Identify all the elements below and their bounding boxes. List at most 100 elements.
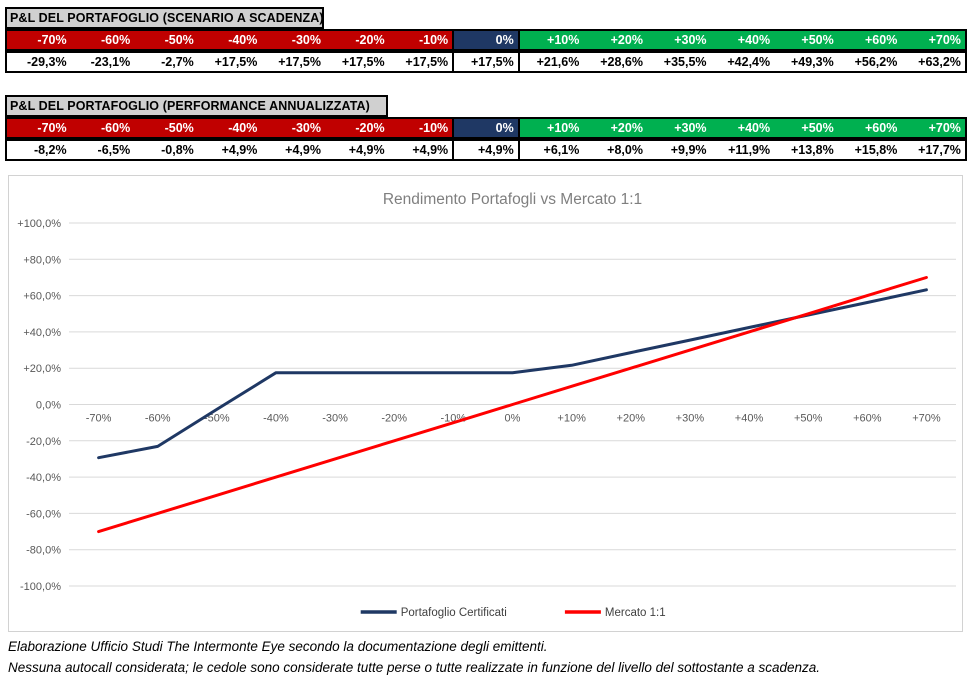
value-cell: +28,6% [583,53,647,71]
value-cell: +4,9% [324,141,389,159]
y-axis-tick-label: -100,0% [20,581,61,593]
header-cell: +50% [774,31,838,49]
y-axis-tick-label: +20,0% [23,363,61,375]
header-cell: +60% [837,31,902,49]
header-cell: -30% [261,31,325,49]
value-cell: +4,9% [197,141,262,159]
value-cell: +8,0% [583,141,647,159]
value-cell: +21,6% [519,53,584,71]
header-cell: -50% [134,119,198,137]
value-cell: +15,8% [837,141,902,159]
chart-title: Rendimento Portafogli vs Mercato 1:1 [383,191,642,208]
value-cell: +56,2% [837,53,902,71]
value-cell: +42,4% [710,53,775,71]
value-cell: +17,5% [452,53,520,71]
value-cell: -29,3% [7,53,71,71]
table-title-scadenza: P&L DEL PORTAFOGLIO (SCENARIO A SCADENZA… [5,7,324,29]
value-cell: +4,9% [261,141,325,159]
header-cell: +40% [710,119,775,137]
y-axis-tick-label: +40,0% [23,327,61,339]
value-row-scadenza: -29,3% -23,1% -2,7% +17,5% +17,5% +17,5% +17,5… [5,51,967,73]
value-cell: +17,5% [261,53,325,71]
x-axis-tick-label: 0% [505,413,521,425]
header-cell: -10% [388,31,453,49]
x-axis-tick-label: -40% [263,413,289,425]
value-cell: +13,8% [774,141,838,159]
header-cell: +70% [901,119,965,137]
y-axis-tick-label: -60,0% [26,508,61,520]
line-chart: +100,0% +80,0% +60,0% +40,0% +20,0% 0,0% -20,0… [8,175,963,632]
header-cell: +10% [519,119,584,137]
legend-label-portafoglio-certificati: Portafoglio Certificati [401,607,507,619]
header-cell: -40% [197,119,262,137]
value-cell: +17,5% [324,53,389,71]
y-axis-tick-label: +80,0% [23,254,61,266]
header-cell: -10% [388,119,453,137]
value-cell: -8,2% [7,141,71,159]
footer-note-1: Elaborazione Ufficio Studi The Intermont… [8,639,548,654]
pnl-table-annualizzata: P&L DEL PORTAFOGLIO (PERFORMANCE ANNUALI… [5,95,967,161]
value-cell: -0,8% [134,141,198,159]
value-cell: +17,5% [197,53,262,71]
header-cell: -60% [70,31,135,49]
x-axis-tick-label: +30% [676,413,705,425]
header-row-scadenza: -70% -60% -50% -40% -30% -20% -10% 0% +10% +20% +3… [5,29,967,51]
header-cell: -20% [324,119,389,137]
header-cell: +40% [710,31,775,49]
value-cell: +6,1% [519,141,584,159]
pnl-table-scadenza: P&L DEL PORTAFOGLIO (SCENARIO A SCADENZA… [5,7,967,73]
x-axis-tick-label: +50% [794,413,823,425]
value-cell: +4,9% [388,141,453,159]
x-axis-tick-label: +20% [617,413,646,425]
y-axis-tick-label: -80,0% [26,545,61,557]
x-axis-tick-label: -20% [381,413,407,425]
value-cell: +11,9% [710,141,775,159]
x-axis-tick-label: -60% [145,413,171,425]
value-cell: +17,7% [901,141,965,159]
value-cell: +63,2% [901,53,965,71]
x-axis-tick-label: -70% [86,413,112,425]
header-cell: +30% [646,119,711,137]
header-cell: -70% [7,31,71,49]
series-line-mercato-1-1 [97,276,928,534]
value-cell: +49,3% [774,53,838,71]
header-cell: +20% [583,119,647,137]
x-axis-tick-label: +40% [735,413,764,425]
header-cell: -20% [324,31,389,49]
header-cell: +10% [519,31,584,49]
value-cell: +17,5% [388,53,453,71]
header-cell: +70% [901,31,965,49]
header-cell: +60% [837,119,902,137]
header-cell: +30% [646,31,711,49]
header-cell: -40% [197,31,262,49]
table-title-annualizzata: P&L DEL PORTAFOGLIO (PERFORMANCE ANNUALI… [5,95,388,117]
header-cell: 0% [452,31,520,49]
x-axis-tick-label: +60% [853,413,882,425]
x-axis-tick-label: -30% [322,413,348,425]
value-cell: -6,5% [70,141,135,159]
header-row-annualizzata: -70% -60% -50% -40% -30% -20% -10% 0% +10% +20% +3… [5,117,967,139]
chart-svg: +100,0% +80,0% +60,0% +40,0% +20,0% 0,0% -20,0… [17,191,956,619]
value-cell: +35,5% [646,53,711,71]
x-axis-tick-label: -50% [204,413,230,425]
legend-label-mercato-1-1: Mercato 1:1 [605,607,666,619]
header-cell: +20% [583,31,647,49]
header-cell: +50% [774,119,838,137]
header-cell: -30% [261,119,325,137]
y-axis-tick-label: -20,0% [26,436,61,448]
y-axis-tick-label: -40,0% [26,472,61,484]
x-axis-tick-label: +10% [557,413,586,425]
value-cell: +9,9% [646,141,711,159]
value-cell: -23,1% [70,53,135,71]
footer-note-2: Nessuna autocall considerata; le cedole … [8,660,821,675]
header-cell: -60% [70,119,135,137]
x-axis-tick-label: +70% [912,413,941,425]
value-cell: -2,7% [134,53,198,71]
y-axis-tick-label: +60,0% [23,291,61,303]
header-cell: -70% [7,119,71,137]
y-axis-tick-label: 0,0% [36,400,61,412]
header-cell: 0% [452,119,520,137]
header-cell: -50% [134,31,198,49]
y-axis-tick-label: +100,0% [17,218,61,230]
